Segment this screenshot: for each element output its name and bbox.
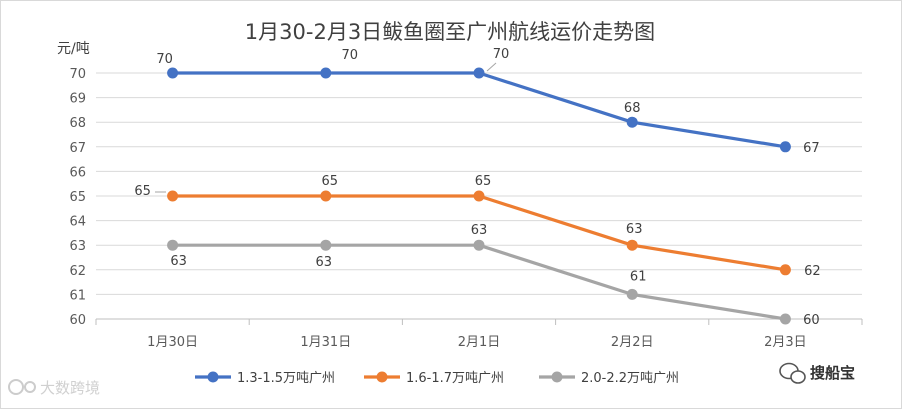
x-axis-ticks: 1月30日 1月31日 2月1日 2月2日 2月3日 [95,319,863,350]
legend-marker [376,371,388,383]
y-tick-label: 66 [69,165,86,180]
data-point [320,239,332,251]
data-point [167,67,179,79]
legend: 1.3-1.5万吨广州 1.6-1.7万吨广州 2.0-2.2万吨广州 [195,371,679,386]
legend-item-1: 1.3-1.5万吨广州 [195,371,335,386]
y-tick-label: 60 [69,313,86,328]
data-label: 61 [630,269,647,284]
y-tick-label: 67 [69,141,86,156]
data-label: 70 [342,48,359,63]
y-tick-label: 64 [69,215,86,230]
y-tick-label: 61 [69,288,86,303]
y-tick-label: 70 [69,67,86,82]
data-label: 60 [803,313,820,328]
legend-label: 1.3-1.5万吨广州 [237,371,335,386]
watermark-left: 大数跨境 [8,379,100,397]
y-axis-unit-label: 元/吨 [57,41,90,57]
watermark-left-logo-icon [8,379,36,395]
x-tick-label: 1月30日 [147,335,198,350]
legend-label: 2.0-2.2万吨广州 [581,371,679,386]
y-axis-ticks: 60 61 62 63 64 65 66 67 68 69 70 [69,67,86,328]
legend-item-2: 1.6-1.7万吨广州 [364,371,504,386]
legend-label: 1.6-1.7万吨广州 [406,371,504,386]
data-label: 70 [493,47,510,62]
data-label: 70 [156,52,173,67]
data-label: 63 [626,222,643,237]
y-tick-label: 69 [69,92,86,107]
series-3: 63 63 63 61 60 [167,223,820,328]
data-point [320,67,332,79]
x-tick-label: 2月2日 [611,335,654,350]
legend-marker [551,371,563,383]
x-tick-label: 2月1日 [458,335,501,350]
series-1: 70 70 70 68 67 [156,47,819,156]
watermark-left-text: 大数跨境 [40,379,100,397]
data-point [626,116,638,128]
wechat-icon [779,362,806,384]
series-2: 65 65 65 63 62 [134,174,820,279]
y-tick-label: 68 [69,116,86,131]
data-point [473,239,485,251]
data-label: 67 [803,141,820,156]
y-tick-label: 65 [69,190,86,205]
data-label: 65 [134,184,151,199]
legend-marker [207,371,219,383]
series-group: 70 70 70 68 67 65 65 65 63 62 63 63 63 61 60 [134,47,820,328]
data-point [779,264,791,276]
data-label: 65 [322,174,339,189]
data-label: 65 [475,174,492,189]
data-point [779,141,791,153]
data-label: 63 [316,255,333,270]
chart-title: 1月30-2月3日鲅鱼圈至广州航线运价走势图 [245,20,655,44]
gridlines [96,72,862,320]
data-point [320,190,332,202]
data-point [473,67,485,79]
x-tick-label: 1月31日 [300,335,351,350]
legend-item-3: 2.0-2.2万吨广州 [539,371,679,386]
data-point [779,313,791,325]
data-point [167,190,179,202]
data-point [167,239,179,251]
data-point [473,190,485,202]
x-tick-label: 2月3日 [764,335,807,350]
y-tick-label: 62 [69,264,86,279]
watermark-right-text: 搜船宝 [810,364,855,382]
watermark-right: 搜船宝 [779,362,855,384]
y-tick-label: 63 [69,239,86,254]
data-label: 68 [624,101,641,116]
data-point [626,288,638,300]
data-label: 62 [804,264,821,279]
data-point [626,239,638,251]
data-label: 63 [471,223,488,238]
data-label: 63 [170,254,187,269]
leader-line [486,62,497,72]
